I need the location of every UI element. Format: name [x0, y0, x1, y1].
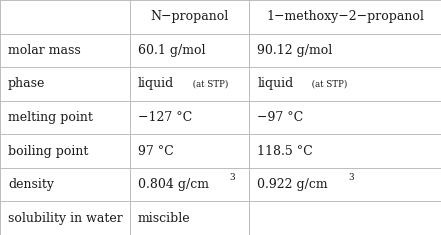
Text: (at STP): (at STP) [190, 79, 228, 88]
Text: 97 °C: 97 °C [138, 145, 174, 158]
Text: N−propanol: N−propanol [150, 10, 229, 23]
Text: phase: phase [8, 77, 45, 90]
Text: 60.1 g/mol: 60.1 g/mol [138, 44, 206, 57]
Text: −97 °C: −97 °C [257, 111, 303, 124]
Text: solubility in water: solubility in water [8, 212, 123, 225]
Text: molar mass: molar mass [8, 44, 81, 57]
Text: 3: 3 [230, 173, 235, 182]
Text: 90.12 g/mol: 90.12 g/mol [257, 44, 333, 57]
Text: density: density [8, 178, 54, 191]
Text: boiling point: boiling point [8, 145, 88, 158]
Text: (at STP): (at STP) [309, 79, 348, 88]
Text: 118.5 °C: 118.5 °C [257, 145, 313, 158]
Text: 1−methoxy−2−propanol: 1−methoxy−2−propanol [266, 10, 424, 23]
Text: miscible: miscible [138, 212, 191, 225]
Text: 0.804 g/cm: 0.804 g/cm [138, 178, 209, 191]
Text: 0.922 g/cm: 0.922 g/cm [257, 178, 328, 191]
Text: liquid: liquid [257, 77, 293, 90]
Text: liquid: liquid [138, 77, 174, 90]
Text: melting point: melting point [8, 111, 93, 124]
Text: −127 °C: −127 °C [138, 111, 192, 124]
Text: 3: 3 [348, 173, 354, 182]
